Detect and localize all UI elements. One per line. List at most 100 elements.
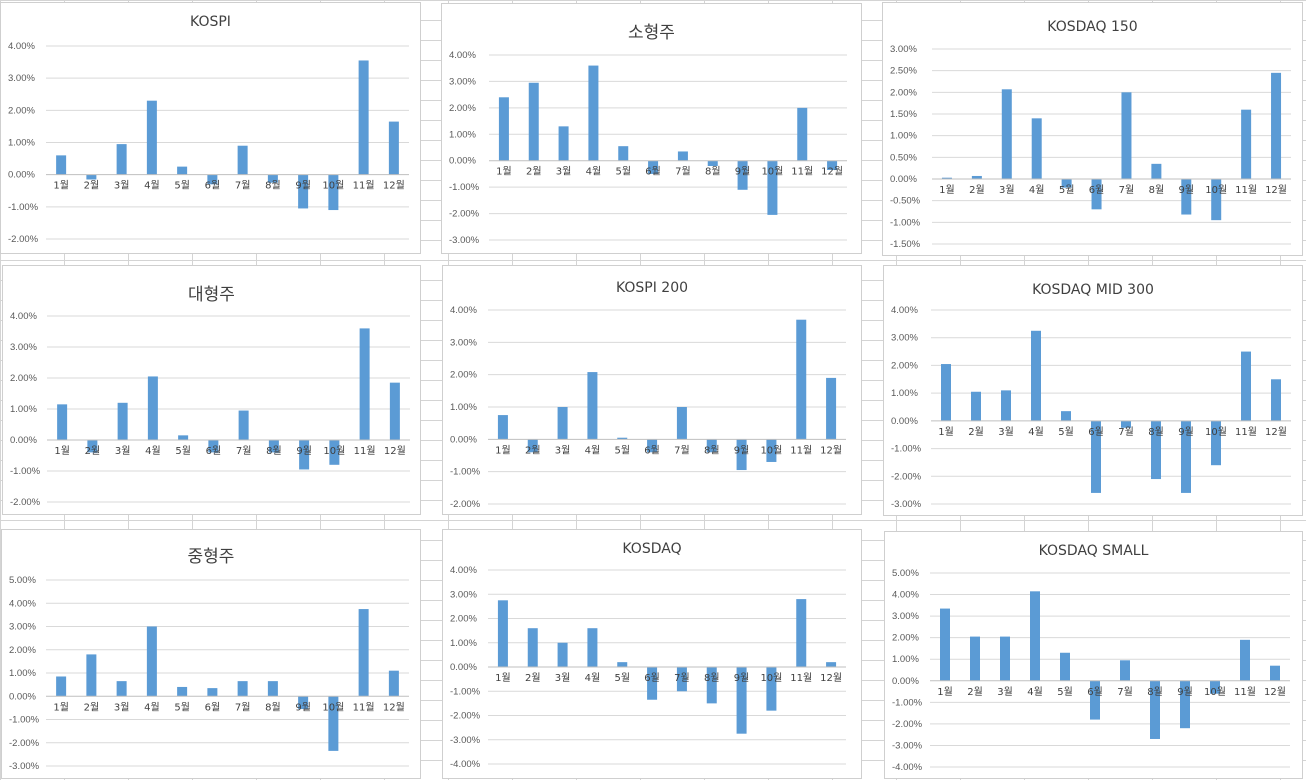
y-tick-label: -0.50% xyxy=(890,196,921,207)
bar-12 xyxy=(1271,72,1282,179)
x-tick-label: 6월 xyxy=(206,445,222,457)
bar-12 xyxy=(389,382,400,440)
y-tick-label: 0.00% xyxy=(10,435,37,446)
bar-2 xyxy=(86,174,97,180)
x-tick-label: 5월 xyxy=(1059,184,1075,196)
bar-4 xyxy=(587,372,598,440)
bar-8 xyxy=(267,681,278,697)
x-tick-label: 5월 xyxy=(174,701,190,713)
x-tick-label: 9월 xyxy=(1179,184,1195,196)
x-tick-label: 1월 xyxy=(53,180,69,192)
y-tick-label: 4.00% xyxy=(891,305,918,316)
bar-12 xyxy=(388,670,399,697)
x-tick-label: 4월 xyxy=(1027,686,1043,698)
bar-7 xyxy=(238,410,249,440)
chart-kosdaq[interactable]: KOSDAQ -4.00% -3.00% -2.00% -1.00% 0.00% 1.00… xyxy=(442,529,862,779)
y-tick-label: -2.00% xyxy=(891,471,922,482)
y-tick-label: 4.00% xyxy=(8,41,35,52)
chart-large-cap[interactable]: 대형주 -2.00% -1.00% 0.00% 1.00% 2.00% 3.00% 4.00… xyxy=(2,265,421,515)
x-tick-label: 9월 xyxy=(734,444,750,456)
chart-kosdaq-mid-300[interactable]: KOSDAQ MID 300 -3.00% -2.00% -1.00% 0.00% 1.… xyxy=(883,265,1303,516)
x-tick-label: 12월 xyxy=(383,701,405,713)
y-tick-label: 2.00% xyxy=(450,614,477,625)
x-tick-label: 6월 xyxy=(645,166,661,178)
y-tick-label: -2.00% xyxy=(892,719,923,730)
y-tick-label: -1.00% xyxy=(10,466,41,477)
chart-small-cap[interactable]: 소형주 -3.00% -2.00% -1.00% 0.00% 1.00% 2.00% 3.0… xyxy=(441,3,862,254)
x-tick-label: 8월 xyxy=(705,166,721,178)
bar-7 xyxy=(1121,92,1132,179)
bar-7 xyxy=(676,667,687,692)
bar-3 xyxy=(116,144,127,175)
bar-11 xyxy=(1241,351,1251,421)
x-tick-label: 2월 xyxy=(526,166,542,178)
bar-5 xyxy=(1061,411,1071,421)
chart-plot: -2.00% -1.00% 0.00% 1.00% 2.00% 3.00% 4.00% 1월 2… xyxy=(8,41,409,245)
bar-3 xyxy=(1001,390,1011,421)
y-tick-label: -3.00% xyxy=(9,761,40,772)
y-tick-label: 1.00% xyxy=(10,404,37,415)
bar-5 xyxy=(1061,179,1072,188)
y-tick-label: 5.00% xyxy=(892,568,919,579)
x-tick-label: 9월 xyxy=(295,701,311,713)
chart-kospi[interactable]: KOSPI -2.00% -1.00% 0.00% 1.00% 2.00% 3.00% 4.… xyxy=(0,2,421,254)
x-tick-label: 5월 xyxy=(615,166,631,178)
chart-kosdaq-small[interactable]: KOSDAQ SMALL -4.00% -3.00% -2.00% -1.00% 0.0… xyxy=(884,531,1303,779)
x-tick-label: 2월 xyxy=(84,180,100,192)
y-tick-label: -1.00% xyxy=(449,182,480,193)
x-tick-label: 7월 xyxy=(1119,184,1135,196)
x-tick-label: 11월 xyxy=(353,701,375,713)
bar-1 xyxy=(941,364,951,421)
bar-2 xyxy=(971,391,981,421)
x-tick-label: 9월 xyxy=(295,180,311,192)
x-tick-label: 3월 xyxy=(998,426,1014,438)
bar-3 xyxy=(117,402,128,440)
x-tick-label: 3월 xyxy=(114,180,130,192)
chart-title: 대형주 xyxy=(188,285,235,305)
y-tick-label: -1.50% xyxy=(890,239,921,250)
x-tick-label: 12월 xyxy=(384,445,406,457)
bar-11 xyxy=(358,60,369,175)
bar-6 xyxy=(1091,179,1102,210)
y-tick-label: 3.00% xyxy=(449,76,476,87)
x-tick-label: 2월 xyxy=(525,672,541,684)
bar-5 xyxy=(618,146,629,161)
bar-6 xyxy=(207,688,218,697)
bar-12 xyxy=(826,377,837,440)
x-tick-label: 10월 xyxy=(1205,426,1227,438)
bar-2 xyxy=(527,628,538,667)
bar-6 xyxy=(207,174,218,185)
y-tick-label: 0.00% xyxy=(892,676,919,687)
y-tick-label: 4.00% xyxy=(10,311,37,322)
y-tick-label: 1.00% xyxy=(892,654,919,665)
bar-6 xyxy=(647,439,658,453)
x-tick-label: 4월 xyxy=(1029,184,1045,196)
bar-10 xyxy=(1211,420,1221,466)
y-tick-label: -2.00% xyxy=(449,209,480,220)
bar-11 xyxy=(796,319,807,440)
x-tick-label: 6월 xyxy=(644,672,660,684)
x-tick-label: 4월 xyxy=(1028,426,1044,438)
bar-12 xyxy=(826,662,837,667)
x-tick-label: 4월 xyxy=(144,701,160,713)
x-tick-label: 8월 xyxy=(265,180,281,192)
x-tick-label: 3월 xyxy=(114,701,130,713)
bar-2 xyxy=(527,439,538,453)
y-tick-label: 2.00% xyxy=(891,360,918,371)
y-tick-label: -3.00% xyxy=(891,499,922,510)
x-tick-label: 9월 xyxy=(296,445,312,457)
x-tick-label: 6월 xyxy=(1089,184,1105,196)
chart-kospi-200[interactable]: KOSPI 200 -2.00% -1.00% 0.00% 1.00% 2.00% 3.0… xyxy=(442,265,862,515)
y-tick-label: -1.00% xyxy=(890,217,921,228)
bar-9 xyxy=(1181,420,1191,493)
x-tick-label: 2월 xyxy=(84,701,100,713)
x-tick-label: 2월 xyxy=(85,445,101,457)
bar-9 xyxy=(1181,179,1192,215)
bar-4 xyxy=(1030,591,1040,681)
chart-kosdaq-150[interactable]: KOSDAQ 150 -1.50% -1.00% -0.50% 0.00% 0.50% 1… xyxy=(882,2,1303,256)
x-tick-label: 11월 xyxy=(790,444,812,456)
x-tick-label: 7월 xyxy=(674,444,690,456)
x-tick-label: 5월 xyxy=(175,445,191,457)
y-tick-label: 4.00% xyxy=(450,305,477,316)
chart-mid-cap[interactable]: 중형주 -3.00% -2.00% -1.00% 0.00% 1.00% 2.00% 3.0… xyxy=(1,529,421,779)
